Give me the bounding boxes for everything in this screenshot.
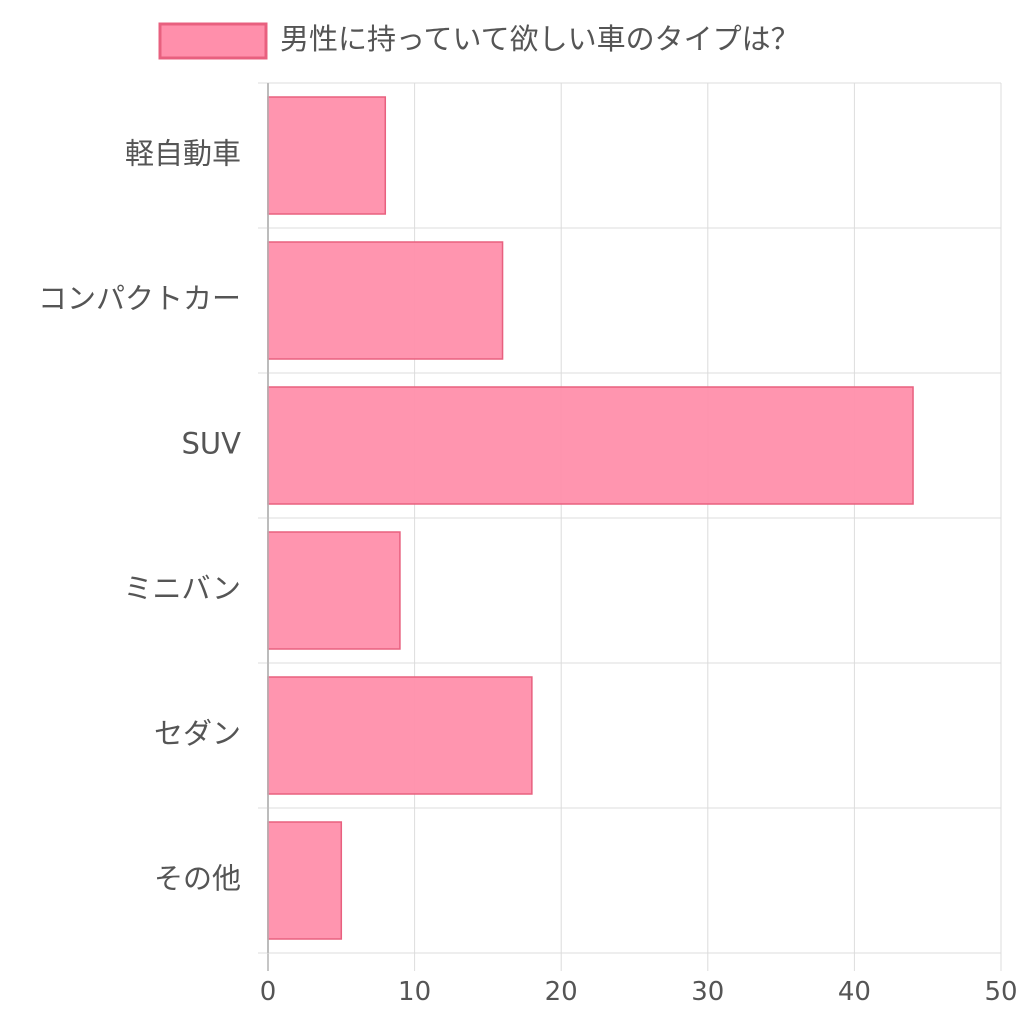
category-label: ミニバン: [124, 572, 241, 606]
x-tick-label: 40: [838, 977, 871, 1007]
bar[interactable]: [267, 676, 533, 795]
category-label: その他: [154, 862, 241, 896]
category-label: コンパクトカー: [38, 282, 241, 316]
category-label: SUV: [182, 427, 242, 461]
x-tick-label: 0: [260, 977, 277, 1007]
x-tick-label: 30: [691, 977, 724, 1007]
x-tick-label: 50: [984, 977, 1017, 1007]
x-tick-label: 10: [398, 977, 431, 1007]
bar[interactable]: [267, 241, 504, 360]
legend[interactable]: 男性に持っていて欲しい車のタイプは？: [158, 22, 800, 60]
grid: [258, 82, 1002, 971]
legend-swatch[interactable]: [158, 22, 268, 60]
x-tick-label: 20: [545, 977, 578, 1007]
x-tick-labels: 0 10 20 30 40 50: [260, 977, 1018, 1007]
bar[interactable]: [267, 531, 401, 650]
bar[interactable]: [267, 96, 387, 215]
category-label: セダン: [154, 717, 241, 751]
bars: [267, 96, 914, 940]
legend-label[interactable]: 男性に持っていて欲しい車のタイプは？: [280, 22, 800, 56]
bar[interactable]: [267, 821, 343, 940]
bar[interactable]: [267, 386, 914, 505]
category-label: 軽自動車: [125, 137, 241, 171]
